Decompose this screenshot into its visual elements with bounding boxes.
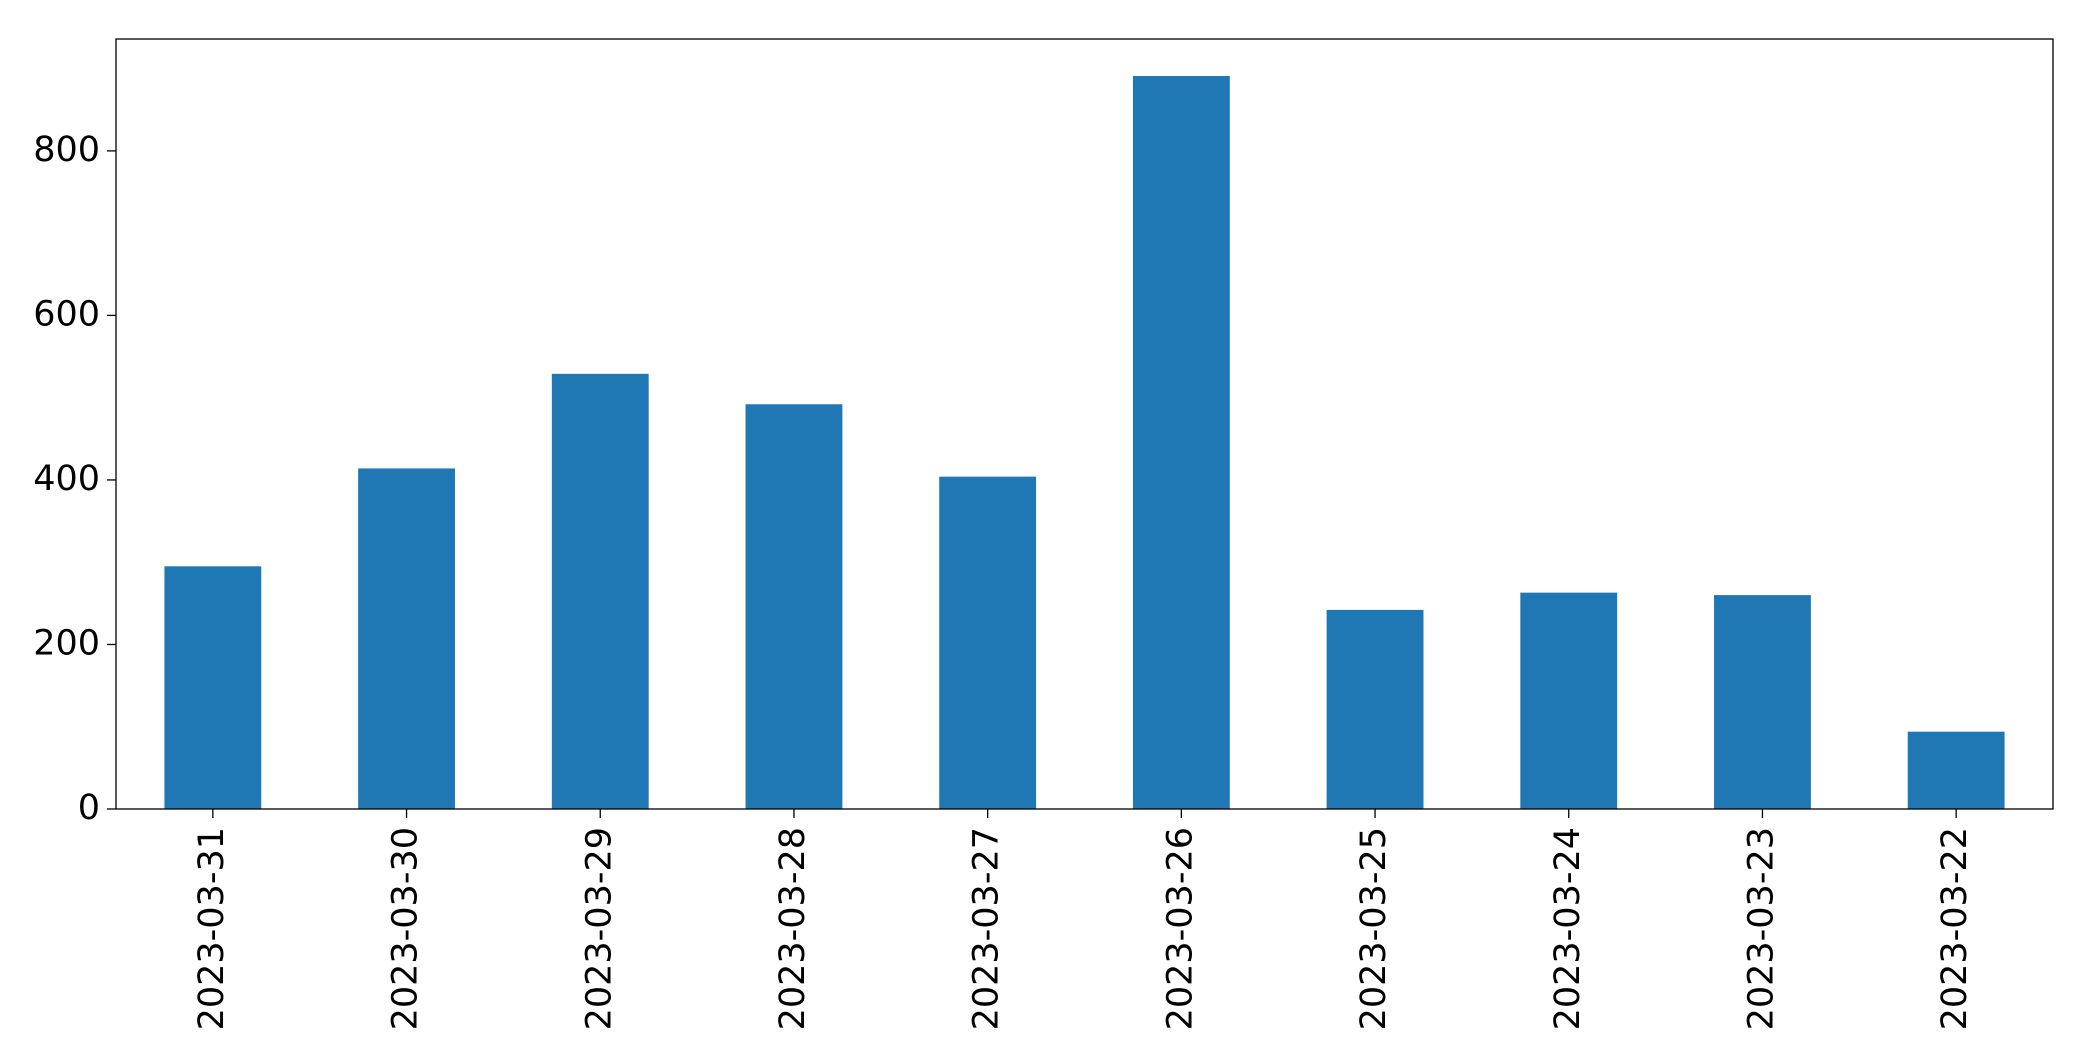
- y-tick-label: 0: [78, 788, 100, 828]
- x-tick-label: 2023-03-25: [1354, 827, 1394, 1030]
- axes-frame: [115, 38, 2054, 810]
- x-tick-label: 2023-03-24: [1548, 827, 1588, 1030]
- bar: [1520, 592, 1618, 809]
- y-tick-label: 600: [33, 294, 100, 334]
- x-tick-label: 2023-03-29: [579, 827, 619, 1030]
- x-tick-label: 2023-03-22: [1935, 827, 1975, 1030]
- x-tick-label: 2023-03-28: [773, 827, 813, 1030]
- bar: [551, 373, 649, 809]
- bar: [745, 404, 843, 809]
- bar: [1132, 76, 1230, 810]
- x-tick-label: 2023-03-26: [1160, 827, 1200, 1030]
- y-tick-label: 400: [33, 459, 100, 499]
- bar: [1907, 731, 2005, 809]
- x-tick-label: 2023-03-27: [967, 827, 1007, 1030]
- bar: [939, 476, 1037, 809]
- x-tick-label: 2023-03-30: [386, 827, 426, 1030]
- bar: [1326, 609, 1424, 809]
- x-tick-label: 2023-03-23: [1741, 827, 1781, 1030]
- bar: [1714, 595, 1811, 809]
- y-tick-label: 200: [33, 623, 100, 663]
- y-tick-label: 800: [33, 130, 100, 170]
- bar: [358, 468, 455, 809]
- bar: [164, 566, 262, 809]
- x-tick-label: 2023-03-31: [192, 827, 232, 1030]
